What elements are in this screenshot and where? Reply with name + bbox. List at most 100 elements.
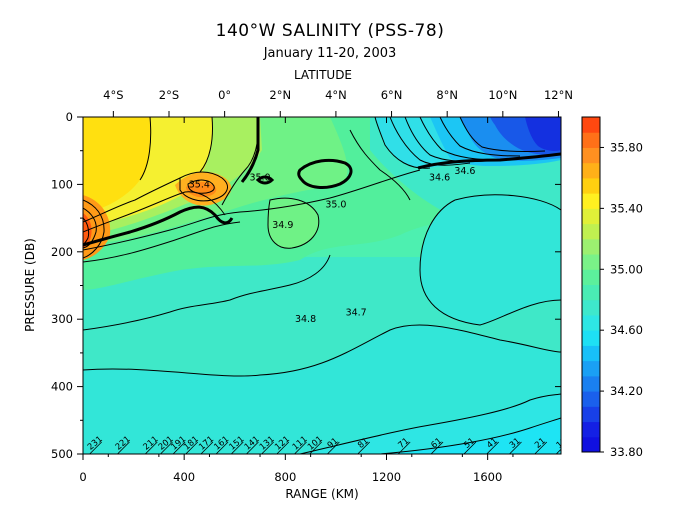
contour-340-front xyxy=(439,117,521,157)
y-tick-label: 500 xyxy=(51,447,73,461)
station-tick xyxy=(534,441,548,454)
colorbar-swatch xyxy=(582,223,600,240)
station-tick xyxy=(172,441,186,454)
colorbar-swatch xyxy=(582,391,600,407)
top-axis-label: LATITUDE xyxy=(294,68,352,82)
station-tick xyxy=(215,441,229,454)
station-tick xyxy=(463,441,477,454)
contour-346-deep xyxy=(83,324,561,377)
latitude-tick-label: 4°N xyxy=(325,88,347,102)
x-tick-label: 800 xyxy=(274,470,296,484)
y-tick-label: 400 xyxy=(51,380,73,394)
y-tick-label: 200 xyxy=(51,245,73,259)
contour-label: 35.0 xyxy=(325,200,346,211)
colorbar-swatch xyxy=(582,375,600,392)
contour-label: 34.8 xyxy=(295,314,316,325)
station-label: 11 xyxy=(555,436,570,451)
latitude-axis: 4°S 2°S 0° 2°N 4°N 6°N 8°N 10°N 12°N xyxy=(103,88,573,117)
contour-345-front xyxy=(374,117,431,169)
colorbar-swatch xyxy=(582,177,600,194)
thick-340-front xyxy=(417,152,561,170)
contour-355-north xyxy=(139,117,152,181)
latitude-tick-label: 2°S xyxy=(159,88,179,102)
station-tick xyxy=(185,441,199,454)
x-tick-label: 1600 xyxy=(473,470,502,484)
colorbar-swatch xyxy=(582,254,600,270)
x-axis: 0 400 800 1200 1600 xyxy=(79,117,514,484)
colorbar-swatch xyxy=(582,436,600,453)
station-tick xyxy=(160,441,173,454)
field-zone-345-east xyxy=(420,194,561,325)
colorbar-swatch xyxy=(582,345,600,362)
field-zone-348-patch xyxy=(268,198,319,249)
station-tick xyxy=(327,441,340,454)
field-zone-358 xyxy=(186,181,217,198)
contour-344-deep xyxy=(379,417,561,454)
colorbar-swatch xyxy=(582,162,600,179)
salinity-field: 35.435.034.935.034.834.734.634.6 231 221 2… xyxy=(83,117,570,454)
field-zone-337 xyxy=(525,117,561,151)
colorbar-swatch xyxy=(582,330,600,346)
colorbar-swatch xyxy=(582,132,600,148)
colorbar-tick-label: 33.80 xyxy=(610,445,643,459)
station-tick xyxy=(200,441,214,454)
contour-346-east xyxy=(454,194,561,211)
contour-356 xyxy=(179,171,228,202)
contour-label: 35.0 xyxy=(249,173,270,184)
thick-350-north xyxy=(240,117,260,183)
station-tick xyxy=(276,441,290,454)
colorbar-tick-label: 35.80 xyxy=(610,140,643,154)
station-tick xyxy=(509,441,522,454)
contour-346-east-2 xyxy=(419,199,456,271)
contour-labels: 35.4 35.0 34.9 35.0 34.8 34.7 34.6 34.6 xyxy=(189,166,476,325)
contour-358 xyxy=(187,179,215,194)
latitude-tick-label: 2°N xyxy=(269,88,291,102)
colorbar-swatch xyxy=(582,284,600,301)
station-tick xyxy=(397,441,411,454)
contour-354-west xyxy=(83,199,105,259)
x-axis-label: RANGE (KM) xyxy=(285,487,358,501)
contour-350 xyxy=(83,191,226,233)
colorbar-tick-label: 35.00 xyxy=(610,262,643,276)
chart-title: 140°W SALINITY (PSS-78) xyxy=(216,21,445,41)
colorbar-swatch xyxy=(582,117,600,133)
station-tick xyxy=(294,441,307,454)
latitude-tick-label: 0° xyxy=(218,88,231,102)
colorbar-swatch xyxy=(582,269,600,285)
y-tick-label: 300 xyxy=(51,312,73,326)
latitude-tick-label: 12°N xyxy=(544,88,573,102)
thick-350-blob xyxy=(297,158,353,189)
contour-347 xyxy=(83,221,241,263)
colorbar-swatch xyxy=(582,299,600,316)
contour-345-deep xyxy=(299,393,561,454)
station-tick xyxy=(89,441,102,454)
field-zone-343 xyxy=(380,418,561,454)
station-tick xyxy=(430,441,444,454)
contour-348-patch xyxy=(267,197,320,249)
latitude-tick-label: 4°S xyxy=(103,88,123,102)
station-tick xyxy=(486,441,499,454)
colorbar: 35.80 35.40 35.00 34.60 34.20 33.80 xyxy=(581,116,643,459)
station-tick xyxy=(145,441,158,454)
field-shapes xyxy=(83,117,561,454)
colorbar-swatch xyxy=(582,421,600,438)
contour-352 xyxy=(83,177,181,223)
contour-354-north xyxy=(199,117,213,173)
colorbar-swatch xyxy=(582,314,600,331)
y-axis: 0 100 200 300 400 500 xyxy=(51,110,561,461)
x-tick-label: 1200 xyxy=(372,470,401,484)
thick-350-dot xyxy=(255,175,275,185)
contour-349 xyxy=(349,129,411,201)
contour-label: 34.9 xyxy=(272,220,293,231)
colorbar-swatch xyxy=(582,193,600,209)
y-tick-label: 0 xyxy=(66,110,73,124)
contour-356-west xyxy=(83,207,97,249)
contour-348 xyxy=(83,169,421,251)
colorbar-swatch xyxy=(582,360,600,377)
colorbar-swatch xyxy=(582,406,600,423)
y-axis-label: PRESSURE (DB) xyxy=(23,238,37,332)
colorbar-swatch xyxy=(582,238,600,255)
latitude-tick-label: 8°N xyxy=(436,88,458,102)
